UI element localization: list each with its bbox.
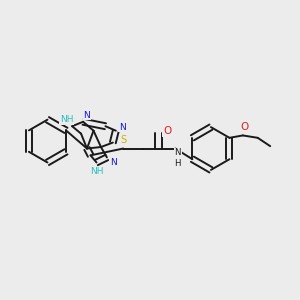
Text: N: N xyxy=(110,158,117,167)
Text: N
H: N H xyxy=(174,148,181,168)
Text: N: N xyxy=(83,111,90,120)
Text: S: S xyxy=(120,135,126,145)
Text: NH: NH xyxy=(90,167,104,176)
Text: NH: NH xyxy=(60,115,74,124)
Text: O: O xyxy=(163,126,171,136)
Text: N: N xyxy=(119,123,126,132)
Text: O: O xyxy=(240,122,248,132)
